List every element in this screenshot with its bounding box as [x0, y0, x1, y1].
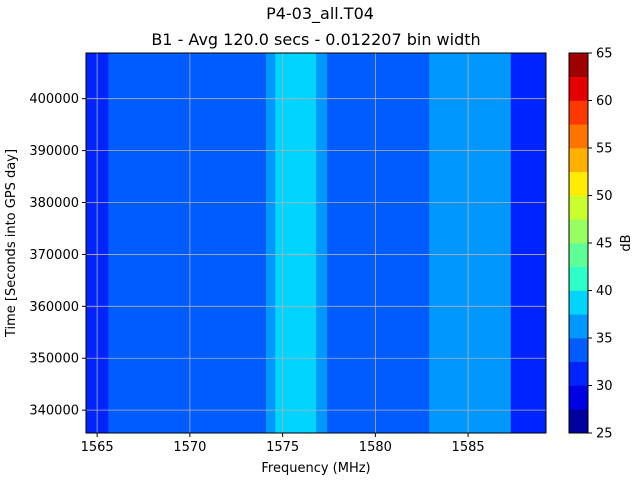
colorbar-segment-2 [569, 385, 588, 410]
colorbar-tick-label: 60 [596, 94, 613, 109]
heatmap-band-3 [265, 53, 276, 433]
colorbar-axis: 25 30 35 40 45 50 55 60 65 [588, 47, 613, 442]
x-tick-label: 1580 [359, 440, 392, 455]
colorbar-tick-label: 50 [596, 189, 613, 204]
y-axis-label: Time [Seconds into GPS day] [4, 149, 19, 338]
heatmap-band-8 [510, 53, 547, 433]
colorbar-label: dB [619, 234, 634, 251]
heatmap-band-4 [275, 53, 317, 433]
colorbar-segment-7 [569, 266, 588, 291]
y-tick-label: 380000 [29, 196, 79, 211]
heatmap-band-6 [327, 53, 430, 433]
colorbar-tick-label: 40 [596, 284, 613, 299]
heatmap-band-2 [108, 53, 267, 433]
y-tick-label: 400000 [29, 92, 79, 107]
colorbar-segment-3 [569, 361, 588, 386]
y-tick-label: 390000 [29, 144, 79, 159]
colorbar-segment-10 [569, 195, 588, 220]
grid-lines [86, 53, 546, 433]
colorbar-segment-5 [569, 314, 588, 339]
colorbar-segment-16 [569, 53, 588, 78]
x-axis: 1565 1570 1575 1580 1585 [81, 433, 485, 455]
y-tick-label: 370000 [29, 248, 79, 263]
chart-title: P4-03_all.T04 [266, 4, 374, 24]
colorbar-segment-9 [569, 219, 588, 244]
colorbar-tick-label: 45 [596, 237, 613, 252]
y-axis: 340000 350000 360000 370000 380000 390000 4000… [29, 92, 86, 419]
x-tick-label: 1585 [452, 440, 485, 455]
colorbar-segment-14 [569, 100, 588, 125]
heatmap-band-5 [316, 53, 328, 433]
colorbar [569, 53, 588, 434]
plot-area [86, 53, 547, 433]
x-tick-label: 1570 [173, 440, 206, 455]
heatmap-band-7 [429, 53, 512, 433]
colorbar-tick-label: 35 [596, 332, 613, 347]
colorbar-segment-15 [569, 76, 588, 101]
colorbar-tick-label: 25 [596, 427, 613, 442]
y-tick-label: 350000 [29, 352, 79, 367]
y-tick-label: 340000 [29, 404, 79, 419]
x-tick-label: 1565 [81, 440, 114, 455]
colorbar-segment-1 [569, 409, 588, 434]
colorbar-segment-12 [569, 148, 588, 173]
colorbar-tick-label: 55 [596, 142, 613, 157]
y-tick-label: 360000 [29, 300, 79, 315]
colorbar-tick-label: 30 [596, 379, 613, 394]
colorbar-segment-6 [569, 290, 588, 315]
plot-frame [85, 52, 547, 434]
colorbar-segment-11 [569, 171, 588, 196]
x-axis-label: Frequency (MHz) [261, 461, 370, 476]
colorbar-tick-label: 65 [596, 47, 613, 62]
colorbar-segment-4 [569, 338, 588, 363]
chart-subtitle: B1 - Avg 120.0 secs - 0.012207 bin width [151, 30, 480, 49]
colorbar-segment-8 [569, 243, 588, 268]
x-tick-label: 1575 [266, 440, 299, 455]
colorbar-segment-13 [569, 124, 588, 149]
